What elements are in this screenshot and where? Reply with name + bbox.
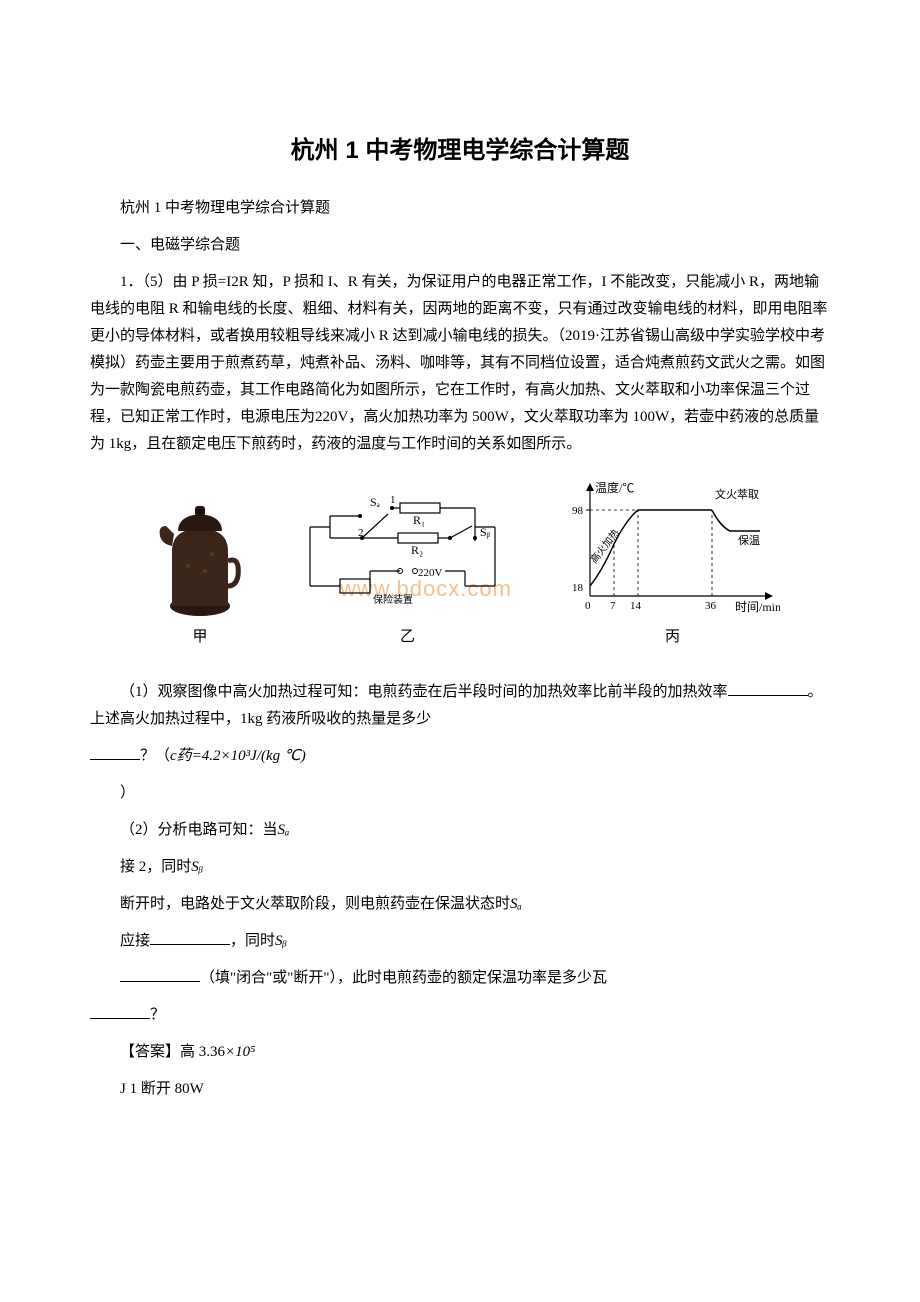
q1-part1-close: ） bbox=[90, 780, 830, 807]
sb-symbol-2: Sᵦ bbox=[275, 933, 287, 949]
svg-text:220V: 220V bbox=[418, 567, 443, 579]
text-part2e: ，同时 bbox=[230, 933, 275, 949]
svg-text:保温: 保温 bbox=[738, 533, 760, 547]
section-heading: 一、电磁学综合题 bbox=[90, 232, 830, 259]
svg-text:18: 18 bbox=[572, 582, 584, 594]
svg-text:丙: 丙 bbox=[665, 629, 680, 645]
sa-symbol-1: Sₐ bbox=[278, 822, 290, 838]
question-1-text: 1．（5）由 P 损=I2R 知，P 损和 I、R 有关，为保证用户的电器正常工… bbox=[90, 269, 830, 458]
text-part2c: 断开时，电路处于文火萃取阶段，则电煎药壶在保温状态时 bbox=[120, 896, 510, 912]
page-title: 杭州 1 中考物理电学综合计算题 bbox=[90, 130, 830, 165]
q1-part2-d: 应接 ，同时Sᵦ bbox=[90, 928, 830, 955]
q1-part1: （1）观察图像中高火加热过程可知：电煎药壶在后半段时间的加热效率比前半段的加热效… bbox=[90, 679, 830, 733]
sb-symbol-1: Sᵦ bbox=[191, 859, 203, 875]
svg-text:文火萃取: 文火萃取 bbox=[715, 487, 759, 501]
answer-line-1: 【答案】高 3.36×10⁵ bbox=[90, 1039, 830, 1066]
subtitle-text: 杭州 1 中考物理电学综合计算题 bbox=[90, 195, 830, 222]
q1-part1-text-a: （1）观察图像中高火加热过程可知：电煎药壶在后半段时间的加热效率比前半段的加热效… bbox=[120, 684, 728, 700]
q1-part2-c: 断开时，电路处于文火萃取阶段，则电煎药壶在保温状态时Sₐ bbox=[90, 891, 830, 918]
svg-text:甲: 甲 bbox=[192, 629, 207, 645]
text-part2f: （填"闭合"或"断开"），此时电煎药壶的额定保温功率是多少瓦 bbox=[200, 970, 607, 986]
q1-part1-c: ？（ bbox=[140, 748, 170, 764]
q1-part2-a: （2）分析电路可知：当Sₐ bbox=[90, 817, 830, 844]
svg-text:Sₐ: Sₐ bbox=[370, 495, 381, 509]
answer-line-2: J 1 断开 80W bbox=[90, 1076, 830, 1103]
q1-part2-f: （填"闭合"或"断开"），此时电煎药壶的额定保温功率是多少瓦 bbox=[90, 965, 830, 992]
answer-exp: ×10⁵ bbox=[225, 1044, 255, 1060]
text-part2a: （2）分析电路可知：当 bbox=[120, 822, 278, 838]
svg-text:保险装置: 保险装置 bbox=[373, 593, 413, 606]
temperature-graph: 温度/℃ 时间/min 18 98 0 7 14 36 高火加热 文火萃取 bbox=[572, 480, 780, 645]
watermark-text: www.bdocx.com bbox=[339, 576, 512, 601]
text-part2b: 接 2，同时 bbox=[120, 859, 191, 875]
q1-part2-g: ？ bbox=[90, 1002, 830, 1029]
blank-3 bbox=[150, 930, 230, 945]
svg-text:时间/min: 时间/min bbox=[735, 600, 780, 614]
blank-4 bbox=[120, 967, 200, 982]
svg-text:高火加热: 高火加热 bbox=[587, 526, 622, 566]
svg-text:1: 1 bbox=[390, 494, 396, 506]
text-part2g: ？ bbox=[150, 1007, 165, 1023]
svg-text:R₂: R₂ bbox=[411, 543, 423, 557]
svg-text:乙: 乙 bbox=[400, 629, 415, 645]
figure-svg: www.bdocx.com 甲 Sₐ 1 2 bbox=[140, 476, 780, 656]
figure-container: www.bdocx.com 甲 Sₐ 1 2 bbox=[90, 476, 830, 661]
answer-text: 【答案】高 3.36 bbox=[120, 1044, 225, 1060]
circuit-diagram: Sₐ 1 2 R₁ R₂ Sᵦ bbox=[310, 494, 495, 645]
svg-text:R₁: R₁ bbox=[413, 513, 425, 527]
blank-1 bbox=[728, 681, 808, 696]
svg-text:14: 14 bbox=[630, 600, 642, 612]
svg-text:温度/℃: 温度/℃ bbox=[595, 480, 634, 495]
blank-5 bbox=[90, 1004, 150, 1019]
formula-c: c药=4.2×10³J/(kg ℃) bbox=[170, 748, 306, 764]
text-part2d: 应接 bbox=[120, 933, 150, 949]
svg-text:0: 0 bbox=[585, 600, 591, 612]
kettle-illustration: 甲 bbox=[160, 506, 239, 645]
svg-text:98: 98 bbox=[572, 505, 584, 517]
blank-2 bbox=[90, 745, 140, 760]
sa-symbol-2: Sₐ bbox=[510, 896, 522, 912]
q1-part1-line2: ？（c药=4.2×10³J/(kg ℃) bbox=[90, 743, 830, 770]
svg-text:7: 7 bbox=[610, 600, 616, 612]
svg-text:36: 36 bbox=[705, 600, 717, 612]
q1-part2-b: 接 2，同时Sᵦ bbox=[90, 854, 830, 881]
